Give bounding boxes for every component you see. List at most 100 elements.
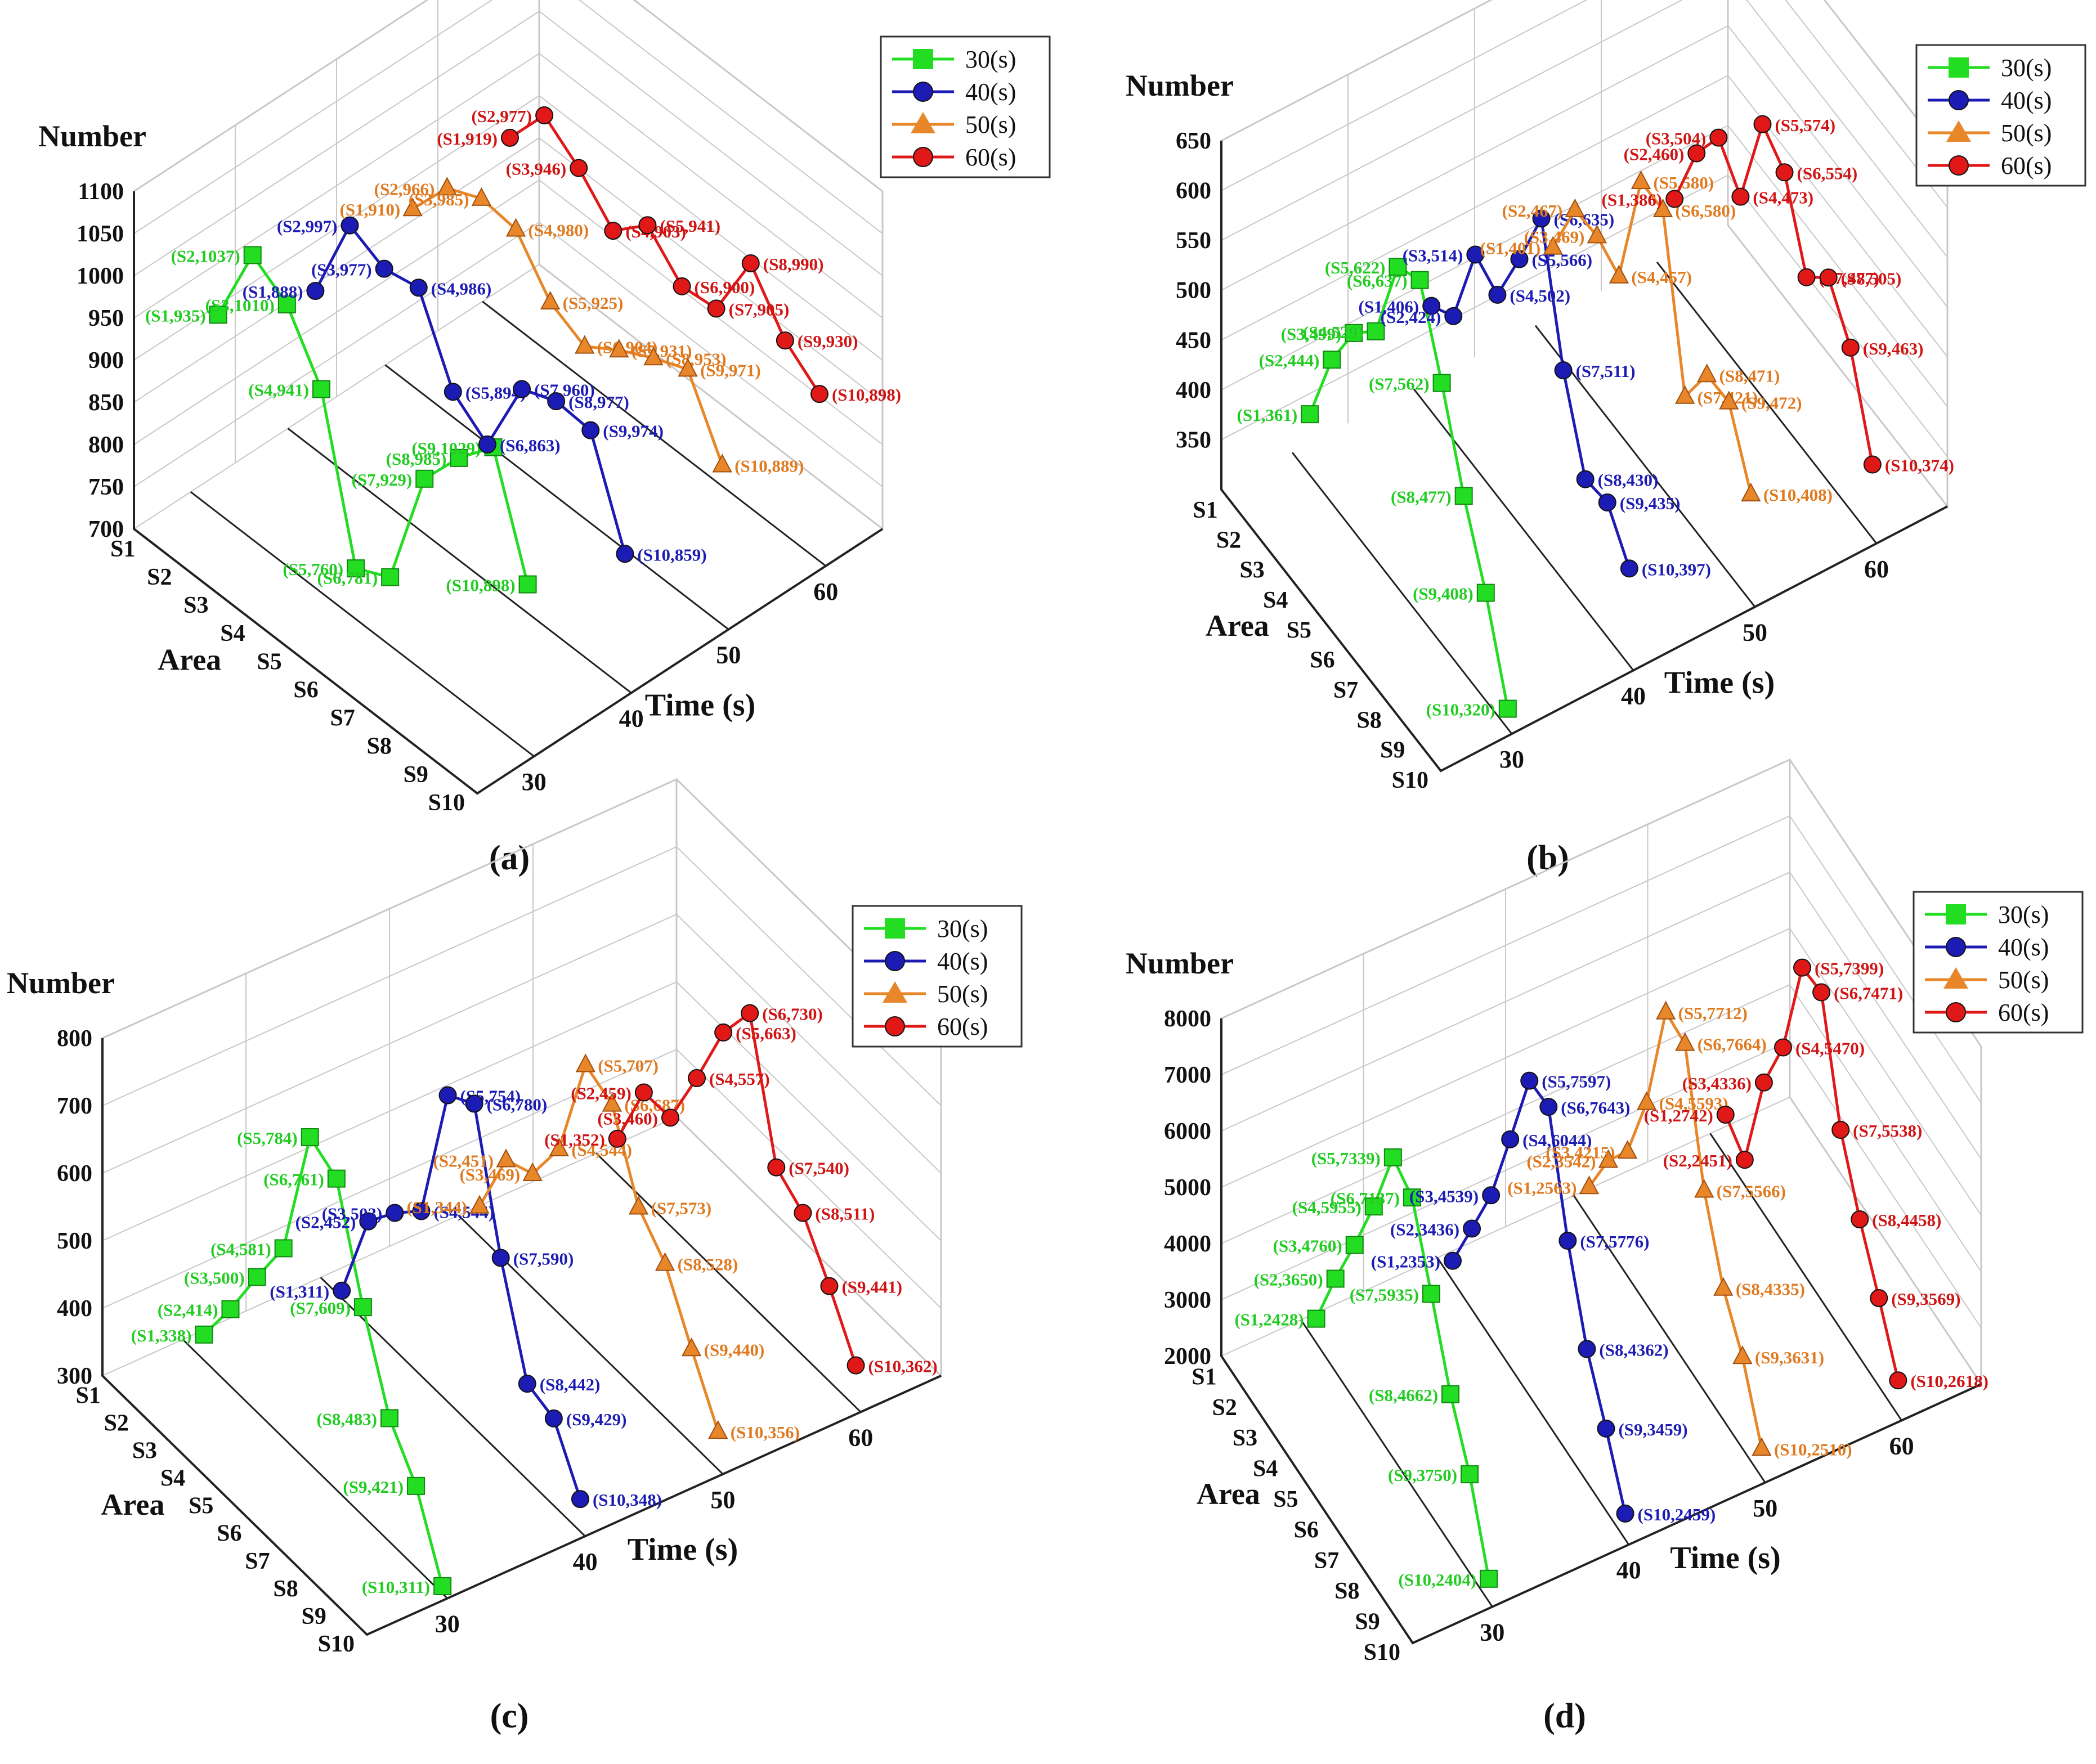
value-tick-label: 950 — [88, 306, 124, 331]
point-label: (S1,910) — [340, 200, 401, 219]
marker-50s-S6 — [575, 335, 595, 354]
area-tick-label: S5 — [257, 649, 281, 675]
series-line-60s — [1724, 964, 1900, 1381]
legend-marker-40s — [1949, 90, 1969, 110]
marker-40s-S9 — [1597, 1419, 1615, 1438]
value-tick-label: 600 — [1176, 178, 1211, 204]
area-tick-label: S2 — [1212, 1395, 1237, 1421]
point-label: (S3,499) — [1281, 324, 1342, 344]
point-label: (S2,444) — [1259, 351, 1320, 370]
legend-marker-50s — [883, 981, 907, 1003]
area-tick-label: S9 — [404, 762, 428, 788]
value-gridline — [1221, 758, 1982, 1047]
marker-40s-S1 — [1444, 1251, 1462, 1270]
marker-60s-S8 — [1851, 1210, 1869, 1229]
area-tick-label: S1 — [110, 536, 135, 562]
point-label: (S1,361) — [1237, 405, 1298, 425]
point-label: (S7,573) — [651, 1198, 712, 1218]
point-label: (S3,4760) — [1273, 1236, 1342, 1256]
marker-30s-S1 — [1301, 405, 1319, 424]
marker-40s-S10 — [571, 1490, 589, 1509]
legend-label-60s: 60(s) — [937, 1013, 988, 1040]
point-label: (S1,311) — [270, 1282, 329, 1301]
legend-label-40s: 40(s) — [937, 948, 988, 975]
point-label: (S2,3436) — [1390, 1219, 1459, 1239]
value-tick-label: 850 — [88, 390, 124, 416]
value-axis-title: Number — [1126, 69, 1234, 102]
floor-time-line — [1709, 1133, 1902, 1421]
area-tick-label: S10 — [1392, 767, 1428, 793]
area-tick-label: S5 — [1273, 1487, 1298, 1512]
point-label: (S7,609) — [290, 1298, 351, 1318]
panel-label: (c) — [490, 1697, 529, 1735]
marker-50s-S4 — [1636, 1091, 1657, 1110]
series-line-30s — [1308, 264, 1510, 710]
marker-40s-S4 — [412, 1202, 431, 1220]
marker-60s-S3 — [661, 1108, 679, 1127]
marker-60s-S6 — [673, 277, 691, 295]
point-label: (S10,859) — [637, 545, 706, 564]
marker-50s-S7 — [1674, 385, 1695, 404]
point-label: (S3,514) — [1403, 245, 1463, 265]
marker-40s-S1 — [306, 282, 325, 300]
value-tick-label: 700 — [88, 517, 124, 542]
marker-40s-S2 — [1463, 1219, 1481, 1238]
area-tick-label: S8 — [1356, 707, 1381, 733]
marker-40s-S8 — [1578, 1340, 1596, 1358]
time-tick-label: 60 — [1889, 1432, 1914, 1460]
marker-30s-S7 — [1422, 1285, 1440, 1303]
point-label: (S9,930) — [798, 331, 858, 351]
area-tick-label: S6 — [293, 677, 318, 703]
marker-30s-S8 — [1454, 487, 1473, 505]
point-label: (S5,760) — [283, 559, 343, 579]
panel-label: (b) — [1526, 839, 1569, 877]
point-label: (S7,960) — [534, 380, 595, 400]
time-tick-label: 60 — [848, 1424, 873, 1451]
marker-40s-S1 — [333, 1281, 351, 1300]
point-label: (S7,905) — [729, 299, 790, 319]
marker-30s-S4 — [1364, 1197, 1383, 1216]
point-label: (S10,2404) — [1399, 1570, 1477, 1590]
marker-40s-S6 — [465, 1094, 483, 1113]
marker-30s-S1 — [1307, 1309, 1325, 1328]
area-tick-label: S4 — [160, 1466, 185, 1492]
value-tick-label: 1000 — [77, 263, 124, 289]
floor-time-line — [287, 428, 632, 694]
value-gridline — [102, 913, 942, 1174]
marker-50s-S9 — [678, 358, 698, 377]
time-axis-title: Time (s) — [1664, 666, 1775, 701]
area-tick-label: S3 — [1239, 558, 1264, 583]
series-line-50s — [1552, 178, 1753, 495]
marker-40s-S4 — [409, 279, 428, 297]
legend-marker-40s — [1946, 937, 1966, 957]
marker-60s-S2 — [1687, 144, 1706, 163]
value-tick-label: 650 — [1176, 128, 1211, 154]
series-line-50s — [478, 1061, 720, 1432]
area-tick-label: S8 — [367, 734, 392, 760]
marker-50s-S5 — [575, 1053, 596, 1072]
point-label: (S10,311) — [362, 1577, 430, 1597]
value-tick-label: 300 — [57, 1363, 92, 1389]
point-label: (S2,3542) — [1526, 1151, 1596, 1171]
marker-60s-S4 — [688, 1069, 706, 1088]
main-axes — [1220, 1018, 1982, 1645]
floor-time-line — [1436, 1257, 1630, 1546]
point-label: (S10,2618) — [1910, 1371, 1988, 1391]
value-tick-label: 800 — [57, 1026, 92, 1052]
marker-40s-S3 — [1482, 1186, 1501, 1205]
point-label: (S1,352) — [544, 1130, 605, 1150]
point-label: (S1,2742) — [1644, 1106, 1713, 1125]
marker-40s-S7 — [491, 1249, 510, 1267]
area-tick-label: S2 — [104, 1410, 129, 1436]
point-label: (S8,477) — [1391, 487, 1452, 506]
marker-30s-S4 — [274, 1239, 293, 1258]
point-label: (S3,985) — [409, 190, 469, 209]
area-tick-label: S9 — [302, 1604, 326, 1630]
marker-60s-S4 — [1731, 187, 1750, 206]
marker-50s-S2 — [496, 1148, 516, 1168]
marker-30s-S2 — [1323, 351, 1341, 369]
legend-label-50s: 50(s) — [965, 111, 1016, 138]
main-axes — [133, 191, 884, 795]
grid-panel-2 — [1220, 0, 1949, 773]
